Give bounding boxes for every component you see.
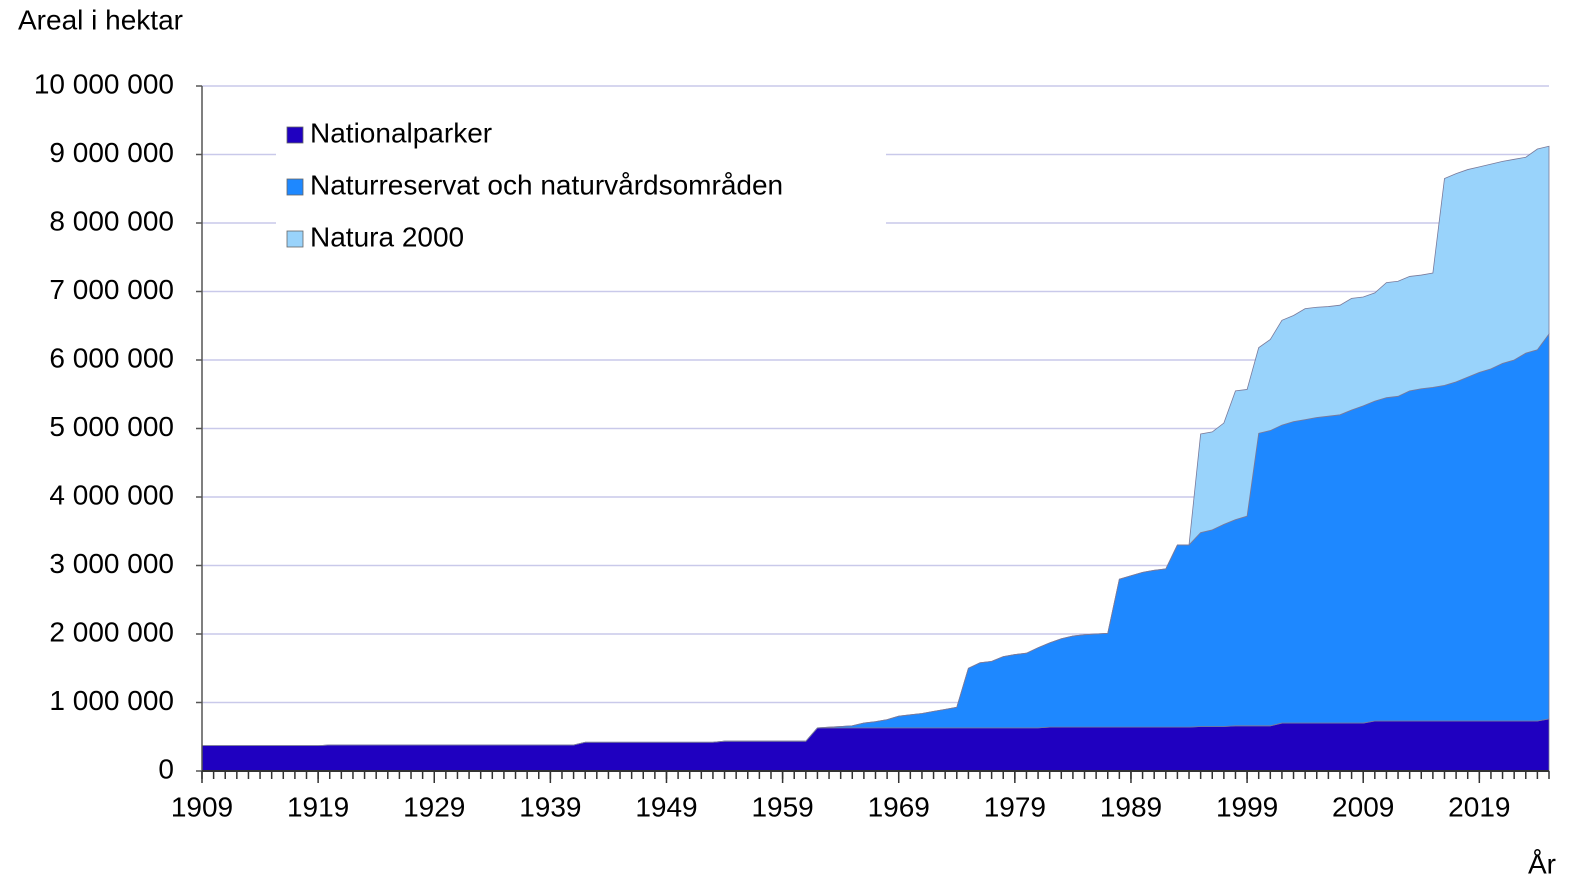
x-tick-label: 1909 (171, 791, 233, 822)
y-tick-label: 9 000 000 (49, 137, 174, 168)
x-tick-label: 1939 (519, 791, 581, 822)
legend-box (276, 108, 886, 268)
x-tick-label: 1929 (403, 791, 465, 822)
x-tick-label: 2019 (1448, 791, 1510, 822)
y-tick-label: 4 000 000 (49, 479, 174, 510)
y-tick-label: 0 (158, 753, 174, 784)
y-tick-label: 8 000 000 (49, 205, 174, 236)
legend-swatch (286, 230, 304, 248)
x-tick-label: 1949 (635, 791, 697, 822)
legend-label: Natura 2000 (310, 221, 464, 252)
x-tick-label: 2009 (1332, 791, 1394, 822)
x-tick-label: 1989 (1100, 791, 1162, 822)
x-tick-label: 1969 (868, 791, 930, 822)
y-tick-label: 3 000 000 (49, 548, 174, 579)
y-tick-label: 6 000 000 (49, 342, 174, 373)
y-tick-label: 5 000 000 (49, 411, 174, 442)
x-tick-label: 1999 (1216, 791, 1278, 822)
area (202, 145, 1550, 747)
legend-swatch (286, 126, 304, 144)
legend-label: Nationalparker (310, 117, 492, 148)
y-tick-label: 10 000 000 (34, 68, 174, 99)
x-tick-label: 1919 (287, 791, 349, 822)
legend-label: Naturreservat och naturvårdsområden (310, 169, 783, 200)
y-tick-label: 2 000 000 (49, 616, 174, 647)
x-tick-label: 1979 (984, 791, 1046, 822)
y-axis-title: Areal i hektar (18, 4, 183, 35)
y-tick-label: 7 000 000 (49, 274, 174, 305)
x-axis-title: År (1528, 848, 1556, 879)
legend-swatch (286, 178, 304, 196)
x-tick-label: 1959 (751, 791, 813, 822)
y-tick-label: 1 000 000 (49, 685, 174, 716)
